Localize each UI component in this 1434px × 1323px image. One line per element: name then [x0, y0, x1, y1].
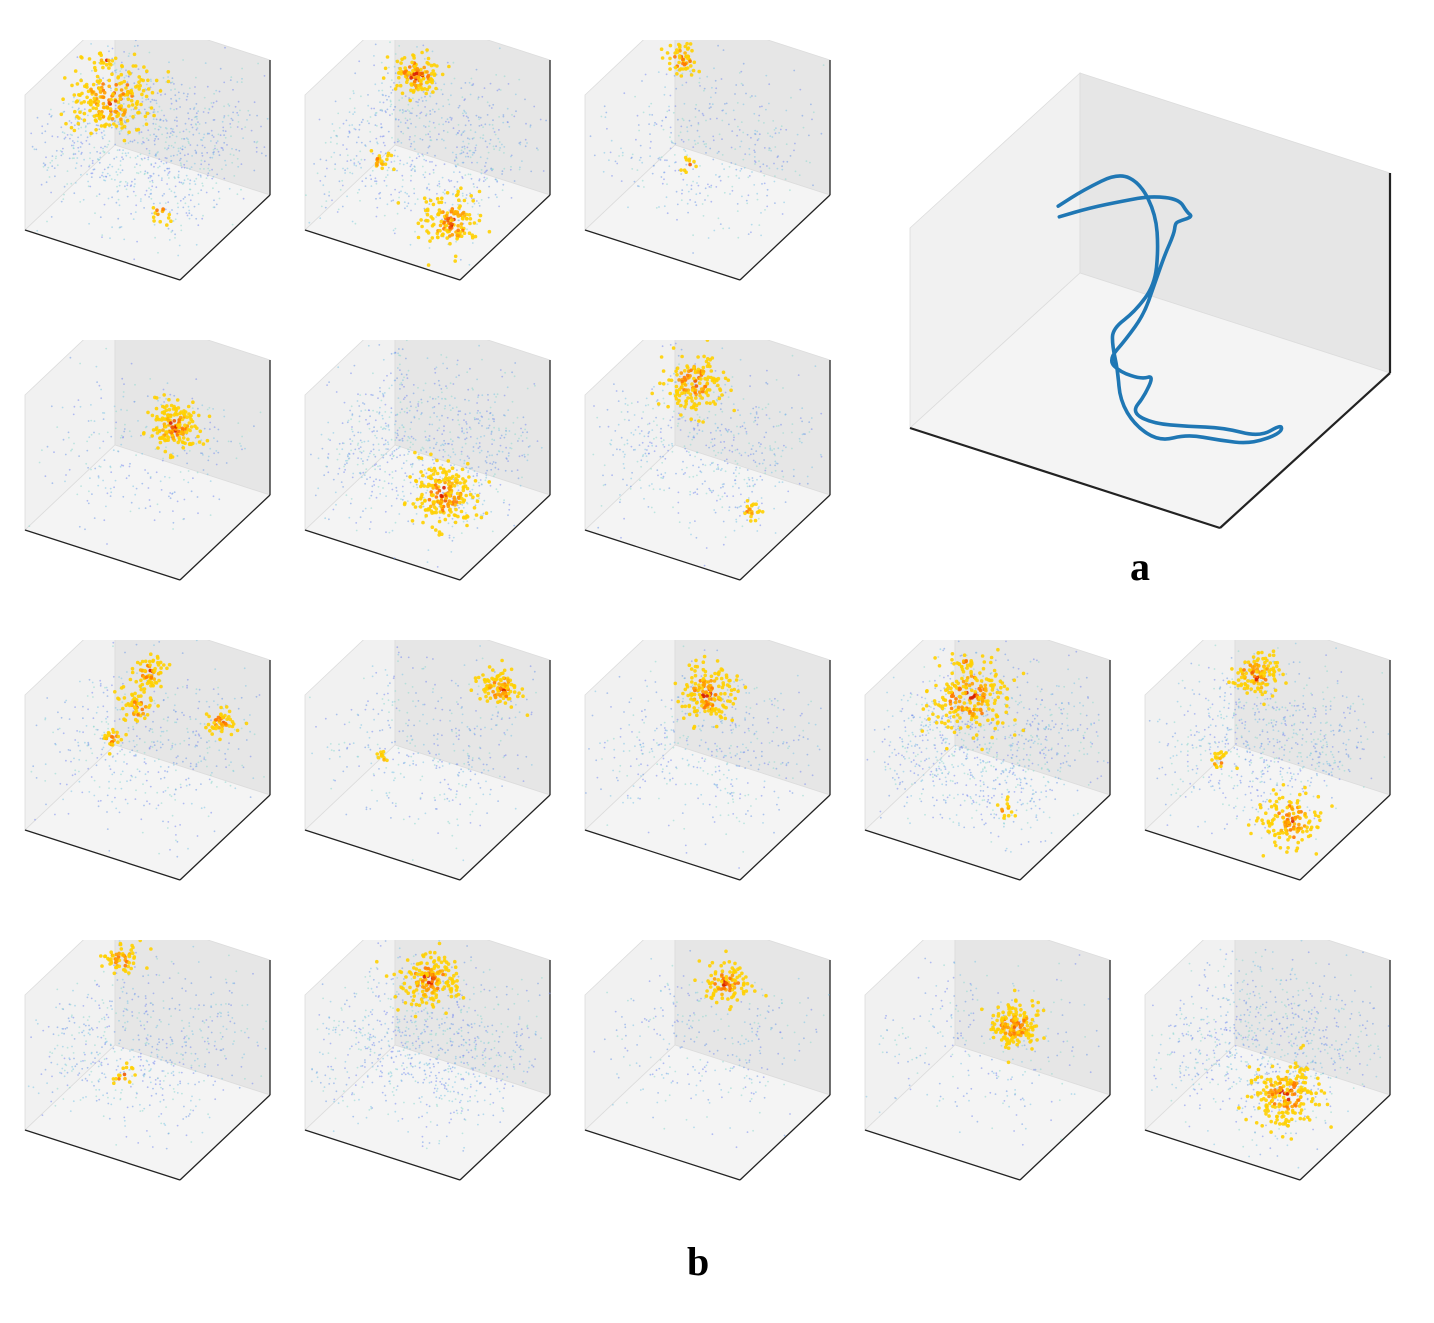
scatter-points	[310, 340, 543, 568]
scatter-points	[589, 41, 825, 254]
chart-b-panel-3	[580, 40, 840, 285]
chart-b-panel-8	[300, 640, 560, 885]
scatter-points	[30, 40, 269, 261]
chart-b-panel-13	[300, 940, 560, 1185]
scatter-points	[309, 645, 537, 862]
chart-b-panel-15	[860, 940, 1120, 1185]
chart-a-trajectory	[895, 50, 1395, 540]
chart-b-panel-14	[580, 940, 840, 1185]
chart-b-panel-4	[20, 340, 280, 585]
chart-b-panel-7	[20, 640, 280, 885]
chart-b-panel-2	[300, 40, 560, 285]
scatter-points	[1148, 642, 1390, 858]
scatter-points	[585, 645, 822, 869]
chart-b-panel-1	[20, 40, 280, 285]
scatter-points	[592, 340, 823, 567]
scatter-points	[28, 347, 262, 545]
scatter-points	[1151, 940, 1390, 1169]
trajectory-line	[1056, 174, 1284, 445]
scatter-points	[866, 640, 1109, 853]
chart-b-panel-16	[1140, 940, 1400, 1185]
scatter-points	[593, 949, 830, 1149]
scatter-points	[30, 640, 265, 858]
scatter-points	[27, 940, 267, 1150]
chart-a-box	[909, 72, 1392, 530]
chart-b-panel-11	[1140, 640, 1400, 885]
chart-b-panel-5	[300, 340, 560, 585]
chart-b-panel-6	[580, 340, 840, 585]
scatter-points	[865, 954, 1110, 1146]
chart-b-panel-9	[580, 640, 840, 885]
panel-label-b: b	[687, 1239, 710, 1284]
scatter-points	[310, 940, 551, 1152]
panel-label-a: a	[1130, 544, 1150, 589]
chart-b-panel-12	[20, 940, 280, 1185]
chart-b-panel-10	[860, 640, 1120, 885]
scatter-points	[305, 41, 547, 267]
